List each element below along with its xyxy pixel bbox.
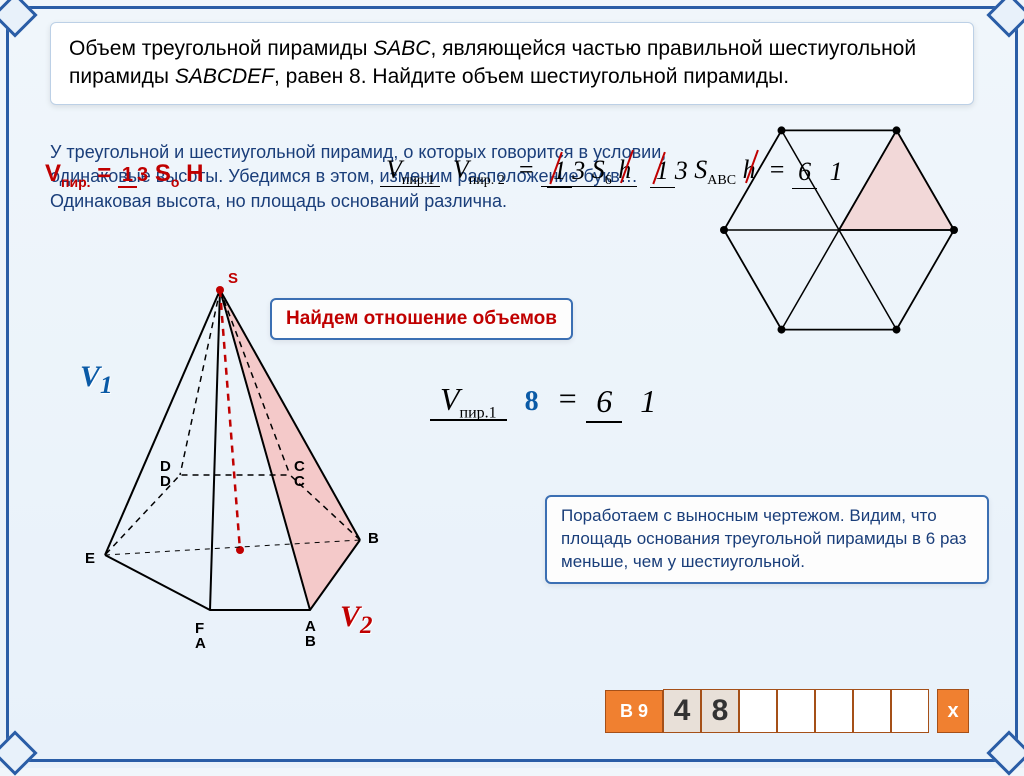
- formula-v-sub: пир.: [61, 174, 91, 190]
- problem-text-3: , равен 8. Найдите объем шестиугольной п…: [274, 65, 789, 88]
- ratio-vden: V: [453, 155, 469, 184]
- formula-so-sub: o: [171, 174, 180, 190]
- one-third-frac: 13: [118, 165, 148, 185]
- v1-label: V1: [80, 360, 113, 400]
- eq1: 1: [630, 381, 666, 421]
- volume-formula: Vпир. = 13 So H: [45, 160, 203, 190]
- hexagon-svg: [689, 100, 989, 360]
- problem-text-1: Объем треугольной пирамиды: [69, 37, 373, 60]
- formula-so: S: [155, 160, 171, 187]
- h1: h: [618, 155, 631, 184]
- vertex-s: S: [228, 270, 238, 287]
- pyramid-figure: V1 V2 S A B C D E F B C D A: [50, 270, 400, 690]
- eq-left: Vпир.1 8: [430, 381, 549, 423]
- hint-line-3: Одинаковая высота, но площадь оснований …: [50, 189, 714, 213]
- formula-eq: =: [97, 160, 118, 187]
- formula-v-letter: V: [45, 160, 61, 187]
- vertex-d2: D: [160, 473, 171, 490]
- hexagon-figure: [689, 100, 989, 360]
- b3: 3: [675, 156, 688, 185]
- eq-8: 8: [515, 384, 549, 419]
- close-x-button[interactable]: х: [937, 689, 969, 733]
- ratio-sub2: пир. 2: [469, 173, 505, 188]
- vertex-b: B: [368, 530, 379, 547]
- formula-h: H: [186, 160, 203, 187]
- answer-cell-4[interactable]: [815, 689, 853, 733]
- problem-statement: Объем треугольной пирамиды SABC, являюще…: [50, 22, 974, 105]
- answer-cell-0[interactable]: 4: [663, 689, 701, 733]
- vertex-b2: B: [305, 633, 316, 650]
- eqv: V: [440, 381, 460, 417]
- eq6: 6: [586, 381, 622, 423]
- answer-cell-3[interactable]: [777, 689, 815, 733]
- frac-den: 3: [137, 164, 148, 186]
- vertex-c2: C: [294, 473, 305, 490]
- t3: 3: [572, 156, 585, 185]
- frac-num: 1: [118, 164, 137, 188]
- ratio-sub1: пир.1: [402, 173, 434, 188]
- note-text: Поработаем с выносным чертежом. Видим, ч…: [561, 506, 966, 571]
- main-equation: Vпир.1 8 = 6 1: [430, 380, 666, 423]
- ratio-left: Vпир.1 Vпир. 2: [380, 156, 511, 189]
- s6s: 6: [605, 173, 612, 188]
- answer-cell-6[interactable]: [891, 689, 929, 733]
- answer-label: В 9: [605, 690, 663, 733]
- vertex-a2: A: [195, 635, 206, 652]
- answer-cell-1[interactable]: 8: [701, 689, 739, 733]
- callout-note: Поработаем с выносным чертежом. Видим, ч…: [545, 495, 989, 584]
- eqeq: =: [557, 380, 587, 416]
- problem-sabcdef: SABCDEF: [175, 65, 274, 88]
- answer-bar: В 9 4 8: [605, 689, 929, 733]
- b1: 1: [650, 154, 675, 188]
- answer-cell-2[interactable]: [739, 689, 777, 733]
- v2-label: V2: [340, 600, 373, 640]
- answer-cell-5[interactable]: [853, 689, 891, 733]
- eq-right: 6 1: [586, 383, 666, 420]
- eqvs: пир.1: [460, 404, 497, 421]
- vertex-e: E: [85, 550, 95, 567]
- s6: S: [592, 155, 605, 184]
- ratio-vnum: V: [386, 155, 402, 184]
- t1: 1: [547, 154, 572, 188]
- problem-sabc: SABC: [373, 37, 430, 60]
